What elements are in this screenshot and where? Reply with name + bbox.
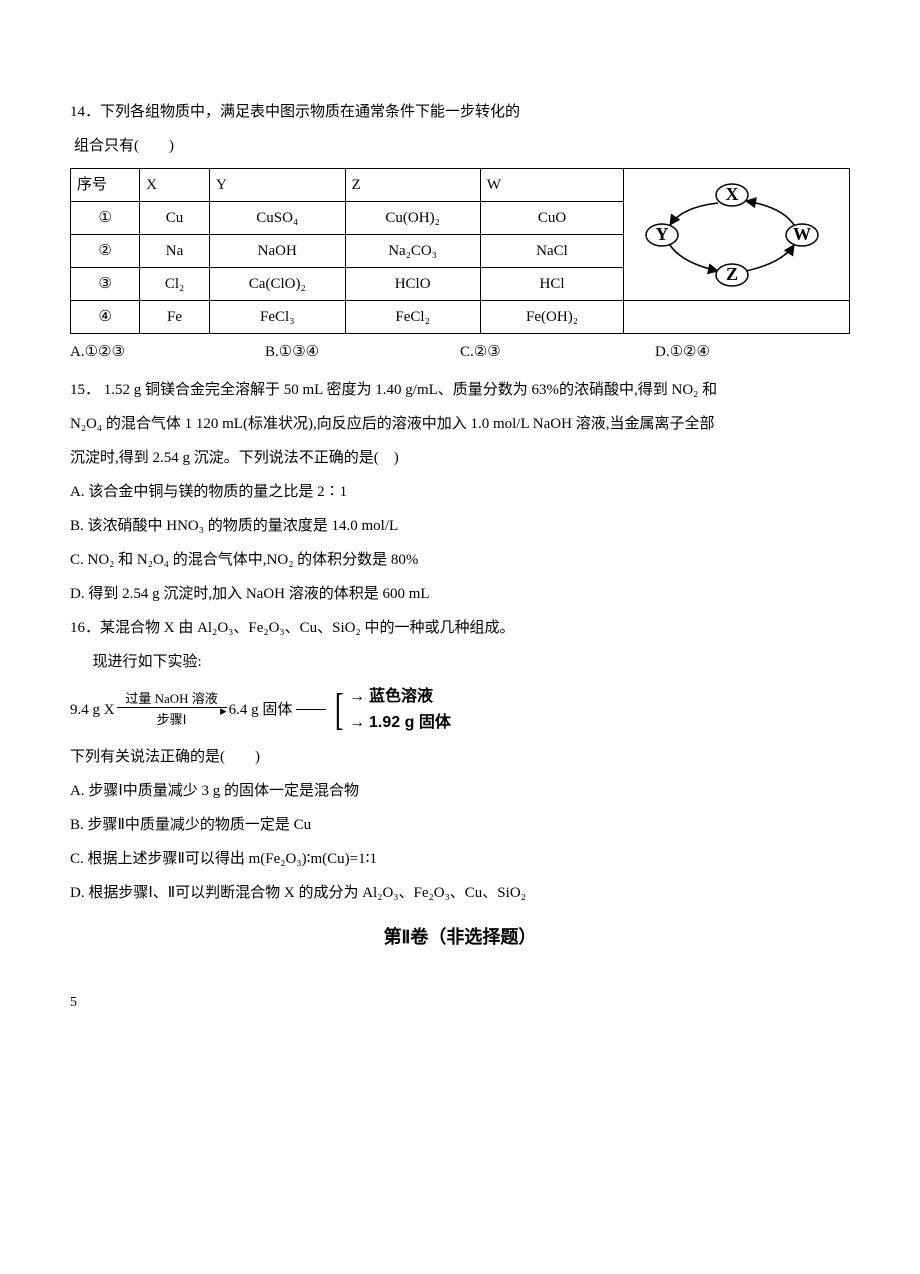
cell: ① xyxy=(71,202,140,235)
cell: NaCl xyxy=(480,235,624,268)
q14-h4: W xyxy=(480,169,624,202)
cell: Cu(OH)₂ xyxy=(345,202,480,235)
cell: ② xyxy=(71,235,140,268)
q14-table: 序号 X Y Z W X xyxy=(70,168,850,334)
cell: Cl₂ xyxy=(140,268,210,301)
q16-flow: 9.4 g X 过量 NaOH 溶液 ▸ 步骤Ⅰ 6.4 g 固体 [ →蓝色溶… xyxy=(70,684,850,735)
q14-h1: X xyxy=(140,169,210,202)
arrow1-bottom: 步骤Ⅰ xyxy=(157,713,187,727)
q15-opt-b: B. 该浓硝酸中 HNO₃ 的物质的量浓度是 14.0 mol/L xyxy=(70,514,850,538)
flow-mid: 6.4 g 固体 xyxy=(229,698,293,722)
page-number: 5 xyxy=(70,992,850,1014)
q16-opt-d: D. 根据步骤Ⅰ、Ⅱ可以判断混合物 X 的成分为 Al₂O₃、Fe₂O₃、Cu、… xyxy=(70,881,850,905)
bracket-icon: [ xyxy=(335,690,344,730)
q14-opt-c: C.②③ xyxy=(460,340,655,364)
cell: FeCl₃ xyxy=(209,301,345,334)
node-w: W xyxy=(793,224,811,244)
flow-out1: 蓝色溶液 xyxy=(369,684,433,710)
q15-opt-d: D. 得到 2.54 g 沉淀时,加入 NaOH 溶液的体积是 600 mL xyxy=(70,582,850,606)
q16-stem2: 现进行如下实验: xyxy=(70,650,850,674)
q14-h3: Z xyxy=(345,169,480,202)
q16-opt-c: C. 根据上述步骤Ⅱ可以得出 m(Fe₂O₃)∶m(Cu)=1∶1 xyxy=(70,847,850,871)
q14-stem-line1: 14．下列各组物质中，满足表中图示物质在通常条件下能一步转化的 xyxy=(70,100,850,124)
q14-opt-b: B.①③④ xyxy=(265,340,460,364)
cell: Fe(OH)₂ xyxy=(480,301,624,334)
q14-opt-d: D.①②④ xyxy=(655,340,850,364)
cell: Fe xyxy=(140,301,210,334)
q14-h0: 序号 xyxy=(71,169,140,202)
q16-opt-b: B. 步骤Ⅱ中质量减少的物质一定是 Cu xyxy=(70,813,850,837)
q14-h2: Y xyxy=(209,169,345,202)
cell: Na xyxy=(140,235,210,268)
cycle-diagram: X Y Z W xyxy=(632,175,832,295)
cell: ④ xyxy=(71,301,140,334)
arrow1-top: 过量 NaOH 溶液 xyxy=(125,692,217,706)
flow-arrow-1: 过量 NaOH 溶液 ▸ 步骤Ⅰ xyxy=(117,692,227,727)
cell: Ca(ClO)₂ xyxy=(209,268,345,301)
cell: HCl xyxy=(480,268,624,301)
cell: NaOH xyxy=(209,235,345,268)
q15-opt-a: A. 该合金中铜与镁的物质的量之比是 2∶1 xyxy=(70,480,850,504)
q16-stem: 16．某混合物 X 由 Al₂O₃、Fe₂O₃、Cu、SiO₂ 中的一种或几种组… xyxy=(70,616,850,640)
node-y: Y xyxy=(656,224,669,244)
cell: FeCl₂ xyxy=(345,301,480,334)
node-z: Z xyxy=(726,264,738,284)
q14-stem-line2: 组合只有( ) xyxy=(74,134,850,158)
table-row: ④ Fe FeCl₃ FeCl₂ Fe(OH)₂ xyxy=(71,301,850,334)
cell: HClO xyxy=(345,268,480,301)
q14-diagram-cell: X Y Z W xyxy=(624,169,850,301)
cell: CuO xyxy=(480,202,624,235)
q15-line2: N₂O₄ 的混合气体 1 120 mL(标准状况),向反应后的溶液中加入 1.0… xyxy=(70,412,850,436)
cell: CuSO₄ xyxy=(209,202,345,235)
q14-opt-a: A.①②③ xyxy=(70,340,265,364)
section-2-title: 第Ⅱ卷（非选择题） xyxy=(70,923,850,952)
q15-line1: 15． 1.52 g 铜镁合金完全溶解于 50 mL 密度为 1.40 g/mL… xyxy=(70,378,850,402)
flow-start: 9.4 g X xyxy=(70,698,115,722)
cell: ③ xyxy=(71,268,140,301)
q14-options: A.①②③ B.①③④ C.②③ D.①②④ xyxy=(70,340,850,364)
flow-out2: 1.92 g 固体 xyxy=(369,710,451,736)
cell: Na₂CO₃ xyxy=(345,235,480,268)
q16-opt-a: A. 步骤Ⅰ中质量减少 3 g 的固体一定是混合物 xyxy=(70,779,850,803)
q14-header-row: 序号 X Y Z W X xyxy=(71,169,850,202)
q15-opt-c: C. NO₂ 和 N₂O₄ 的混合气体中,NO₂ 的体积分数是 80% xyxy=(70,548,850,572)
q16-after: 下列有关说法正确的是( ) xyxy=(70,745,850,769)
flow-bracket: [ →蓝色溶液 →1.92 g 固体 xyxy=(326,684,450,735)
node-x: X xyxy=(726,184,739,204)
cell: Cu xyxy=(140,202,210,235)
q15-line3: 沉淀时,得到 2.54 g 沉淀。下列说法不正确的是( ) xyxy=(70,446,850,470)
